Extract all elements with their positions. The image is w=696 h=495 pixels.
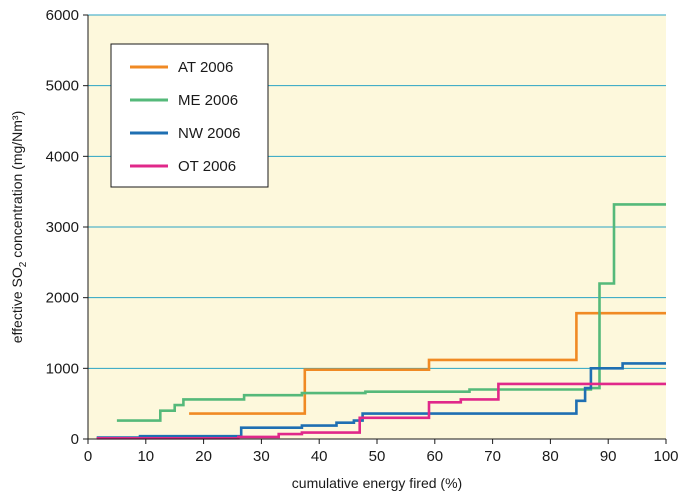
y-tick-label-4000: 4000: [46, 148, 79, 165]
x-axis-title: cumulative energy fired (%): [292, 475, 462, 491]
y-axis-title-subscript: 2: [18, 261, 29, 267]
x-tick-label-50: 50: [369, 448, 386, 465]
y-tick-label-5000: 5000: [46, 78, 79, 95]
axes: [83, 14, 667, 444]
series-line-nw-2006: [96, 362, 666, 439]
x-tick-label-30: 30: [253, 448, 270, 465]
legend: AT 2006 ME 2006 NW 2006 OT 2006: [110, 43, 269, 188]
series-lines: [96, 203, 666, 440]
y-tick-label-3000: 3000: [46, 219, 79, 236]
series-line-ot-2006: [96, 382, 666, 440]
x-tick-label-40: 40: [311, 448, 328, 465]
y-tick-label-6000: 6000: [46, 7, 79, 24]
x-tick-label-100: 100: [653, 448, 678, 465]
y-tick-label-2000: 2000: [46, 290, 79, 307]
x-tick-label-20: 20: [195, 448, 212, 465]
x-tick-label-90: 90: [600, 448, 617, 465]
x-tick-label-60: 60: [426, 448, 443, 465]
y-axis-title-suffix: concentration (mg/Nm³): [9, 111, 25, 262]
legend-label-nw-2006: NW 2006: [178, 125, 241, 142]
x-tick-label-70: 70: [484, 448, 501, 465]
y-tick-label-1000: 1000: [46, 360, 79, 377]
y-tick-label-0: 0: [71, 431, 79, 448]
y-axis-title: effective SO2 concentration (mg/Nm³): [9, 111, 29, 344]
series-line-at-2006: [189, 311, 666, 415]
y-tick-labels: 0 1000 2000 3000 4000 5000 6000: [46, 7, 79, 448]
legend-label-at-2006: AT 2006: [178, 59, 233, 76]
y-axis-title-prefix: effective SO: [9, 267, 25, 343]
legend-label-me-2006: ME 2006: [178, 92, 238, 109]
x-tick-label-0: 0: [84, 448, 92, 465]
legend-label-ot-2006: OT 2006: [178, 158, 236, 175]
series-line-me-2006: [116, 203, 666, 422]
x-tick-label-80: 80: [542, 448, 559, 465]
x-tick-labels: 0 10 20 30 40 50 60 70 80 90 100: [84, 448, 679, 465]
x-tick-label-10: 10: [137, 448, 154, 465]
